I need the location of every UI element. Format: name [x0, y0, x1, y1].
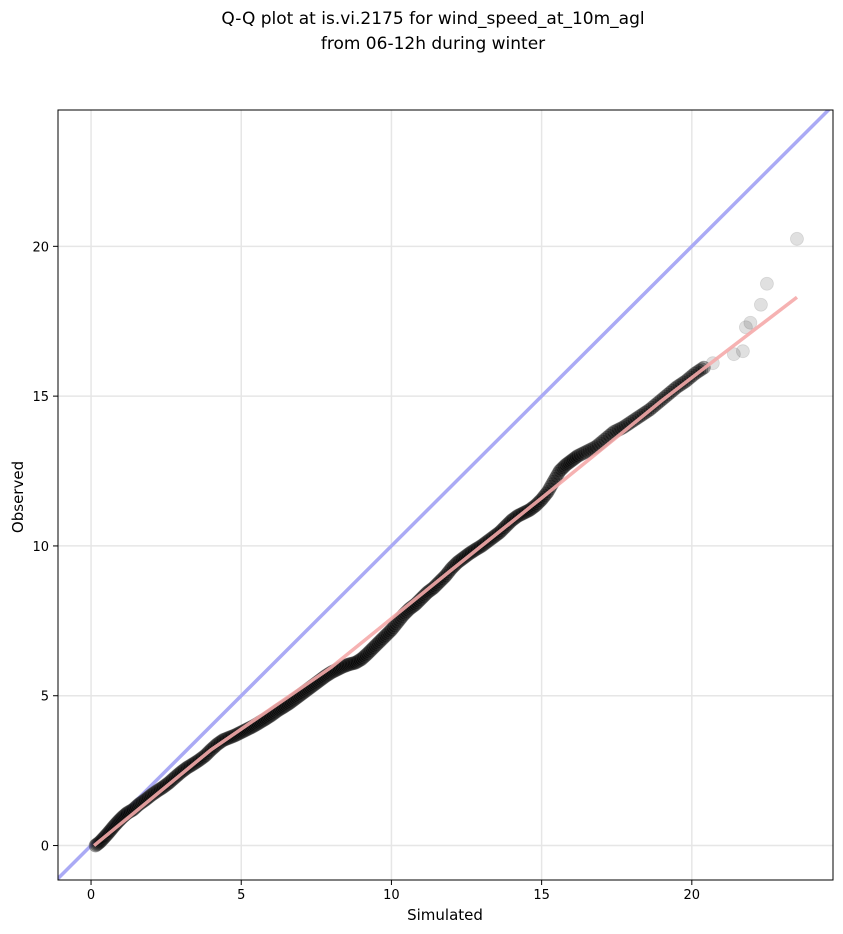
qq-point [357, 649, 372, 664]
y-tick-label: 15 [32, 390, 49, 405]
y-axis-label: Observed [9, 461, 27, 533]
qq-point [555, 461, 570, 475]
qq-point [358, 648, 373, 663]
qq-point [340, 657, 355, 672]
qq-point [378, 628, 393, 643]
qq-point [570, 449, 585, 463]
qq-point [369, 637, 384, 652]
qq-point [743, 315, 758, 330]
chart-subtitle: from 06-12h during winter [321, 34, 545, 54]
qq-point [579, 444, 594, 459]
grid-lines [58, 110, 833, 880]
qq-point [577, 445, 592, 460]
y-tick-label: 20 [32, 240, 49, 255]
qq-point [566, 452, 581, 467]
qq-point [339, 658, 354, 673]
qq-point [760, 276, 774, 291]
plot-frame [57, 109, 834, 881]
qq-point [563, 454, 578, 469]
qq-point [371, 636, 385, 651]
x-tick-label: 0 [87, 888, 95, 903]
qq-point [362, 645, 376, 660]
qq-point [365, 642, 379, 657]
qq-point [557, 459, 572, 474]
qq-point [345, 656, 360, 671]
y-tick-label: 10 [32, 540, 49, 555]
qq-point [573, 448, 587, 462]
qq-point [575, 446, 590, 461]
qq-point [582, 443, 596, 458]
identity-line [58, 110, 831, 880]
qq-point [558, 458, 573, 472]
qq-point [342, 657, 357, 672]
qq-point [351, 654, 366, 668]
x-tick-label: 15 [533, 888, 550, 903]
qq-point [560, 457, 575, 471]
qq-point [360, 646, 375, 661]
qq-point [375, 631, 390, 646]
qq-point [366, 640, 381, 655]
qq-point [374, 633, 388, 648]
qq-point [386, 621, 400, 635]
y-tick-label: 5 [41, 690, 49, 705]
qq-point [380, 627, 394, 642]
qq-point [554, 462, 569, 477]
qq-point [372, 634, 387, 649]
qq-point [754, 297, 768, 312]
x-tick-label: 5 [237, 888, 245, 903]
qq-point [336, 659, 351, 674]
qq-point [363, 643, 378, 658]
axis-ticks: 0 5 10 15 20 0 5 10 15 20 [32, 240, 700, 903]
fit-line [92, 295, 799, 847]
qq-point [381, 625, 396, 640]
qq-point [735, 344, 750, 359]
qq-point [384, 622, 399, 637]
qq-point [564, 453, 579, 468]
scatter-points [88, 231, 804, 853]
qq-point [106, 819, 121, 834]
qq-point [738, 320, 753, 335]
qq-point [368, 639, 382, 654]
qq-point [349, 654, 364, 669]
x-tick-label: 20 [684, 888, 701, 903]
x-axis-label: Simulated [407, 906, 483, 924]
reference-lines [58, 110, 831, 880]
qq-point [567, 451, 582, 466]
qq-point [150, 784, 165, 798]
qq-point [343, 657, 358, 671]
x-tick-label: 10 [383, 888, 400, 903]
chart-title: Q-Q plot at is.vi.2175 for wind_speed_at… [221, 9, 644, 29]
qq-point [552, 464, 567, 478]
qq-point [551, 466, 566, 481]
qq-point [383, 624, 397, 639]
y-tick-label: 0 [41, 840, 49, 855]
qq-point [790, 231, 804, 246]
qq-point [420, 585, 435, 600]
qq-point [387, 619, 402, 633]
qq-point [346, 656, 361, 671]
qq-point [352, 653, 367, 667]
qq-point [348, 655, 363, 670]
qq-point [561, 455, 576, 470]
qq-point [354, 652, 369, 667]
qq-point [389, 617, 403, 632]
qq-point [355, 650, 370, 665]
qq-point [549, 469, 564, 484]
qq-point [569, 450, 584, 465]
qq-point [377, 630, 391, 645]
qq-point [337, 658, 352, 673]
